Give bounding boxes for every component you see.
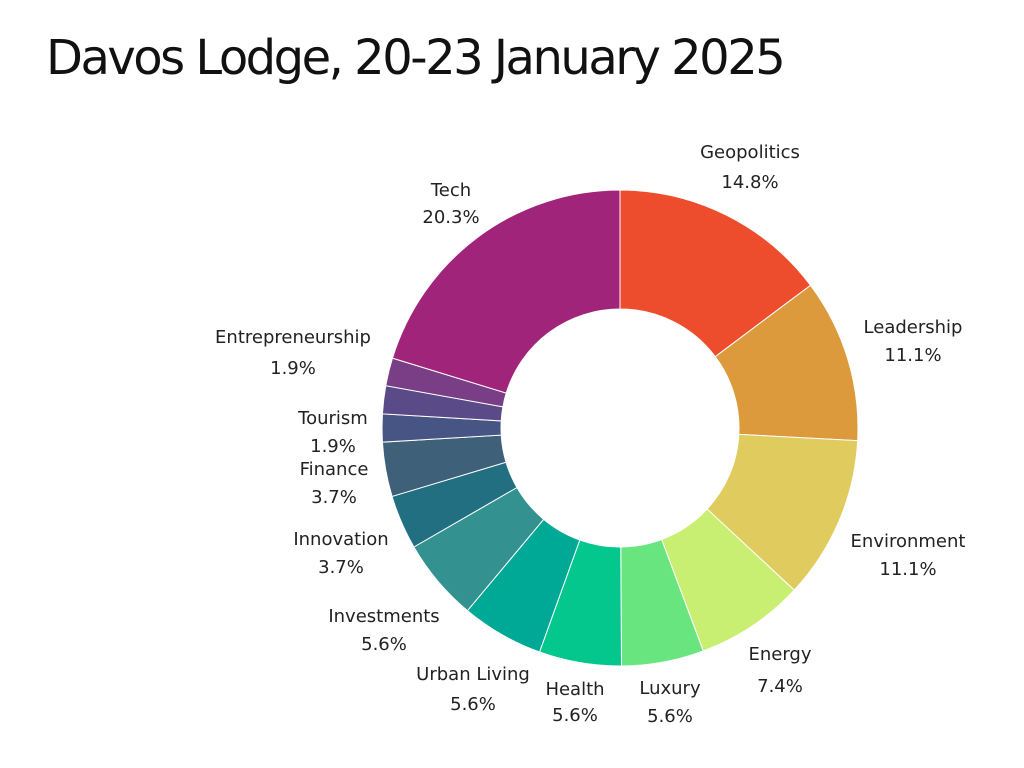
slice-label-health: Health [545,679,604,700]
slice-tech [391,189,621,394]
slice-label-leadership: Leadership [864,317,963,338]
slice-geopolitics [619,189,812,358]
slice-percent-luxury: 5.6% [647,706,693,727]
slice-label-tech: Tech [430,180,471,201]
slice-label-urban-living: Urban Living [416,664,530,685]
slice-percent-health: 5.6% [552,705,598,726]
slice-percent-finance: 3.7% [311,487,357,508]
slice-percent-geopolitics: 14.8% [721,172,778,193]
slice-percent-leadership: 11.1% [884,345,941,366]
slice-percent-investments: 5.6% [361,634,407,655]
labels-group: Geopolitics 14.8% Leadership 11.1% Environme… [215,142,965,727]
slice-percent-urban-living: 5.6% [450,694,496,715]
slice-label-entrepreneurship: Entrepreneurship [215,327,371,348]
slices-group [381,189,859,667]
chart-title: Davos Lodge, 20-23 January 2025 [46,30,786,86]
slice-percent-tech: 20.3% [422,207,479,228]
slice-label-finance: Finance [300,459,369,480]
slice-label-tourism: Tourism [297,408,368,429]
slice-label-energy: Energy [748,644,811,665]
slice-percent-energy: 7.4% [757,676,803,697]
slice-label-luxury: Luxury [639,678,701,699]
slice-label-environment: Environment [851,531,966,552]
slice-percent-environment: 11.1% [879,559,936,580]
slice-label-investments: Investments [328,606,439,627]
slice-label-innovation: Innovation [293,529,388,550]
slice-label-geopolitics: Geopolitics [700,142,800,163]
slice-percent-tourism: 1.9% [310,436,356,457]
slice-percent-entrepreneurship: 1.9% [270,358,316,379]
slice-percent-innovation: 3.7% [318,557,364,578]
